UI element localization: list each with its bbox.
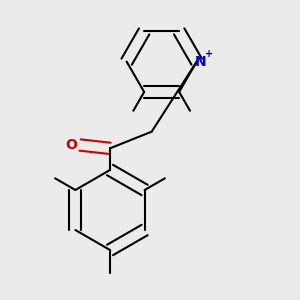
Text: +: + [205,49,213,59]
Text: N: N [195,55,206,69]
Text: O: O [66,138,78,152]
